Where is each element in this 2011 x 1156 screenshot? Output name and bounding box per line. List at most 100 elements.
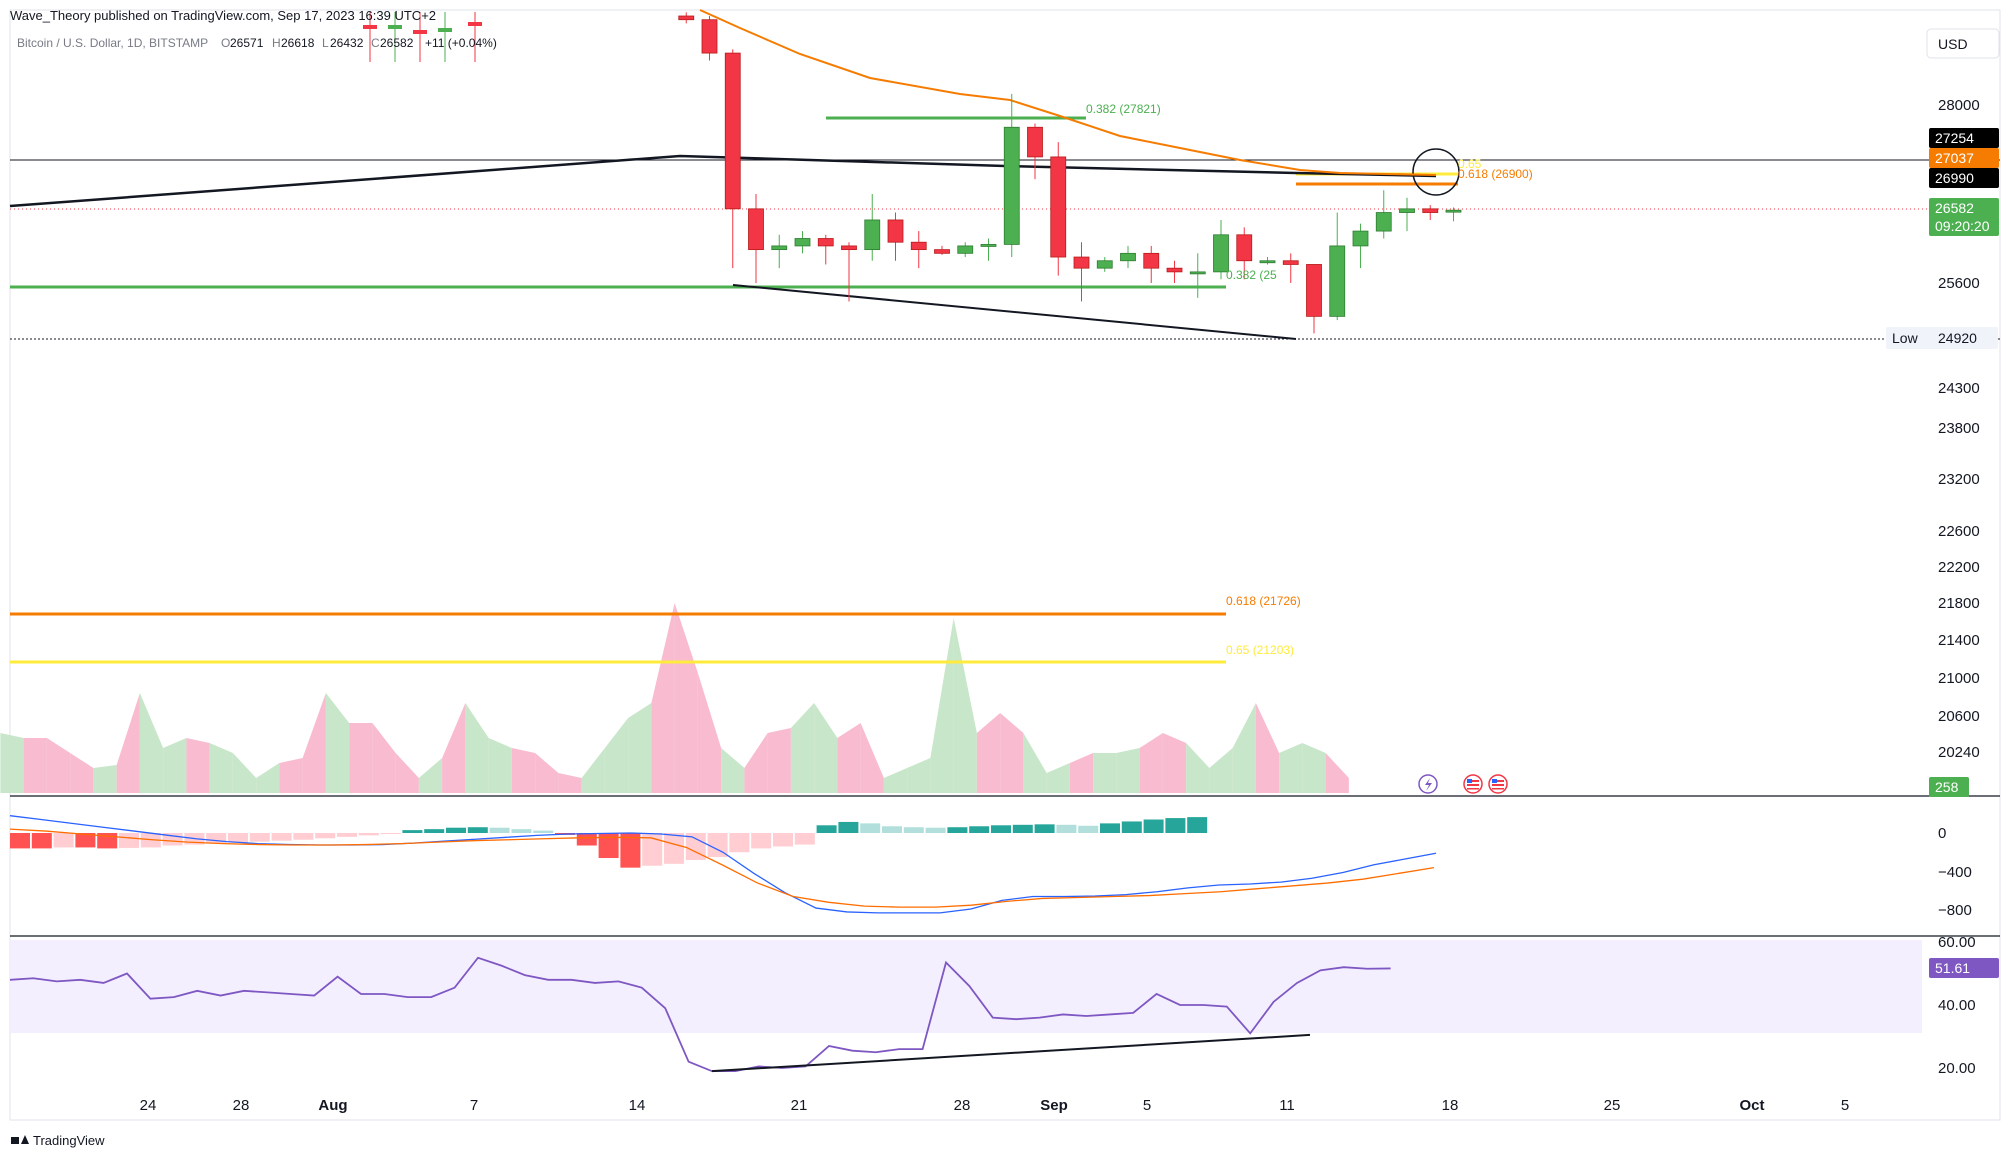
currency-button-box[interactable] xyxy=(1926,28,2000,59)
currency-button[interactable]: USD xyxy=(1938,36,1968,52)
low-label-box xyxy=(1886,327,1998,349)
macd-histogram-bar xyxy=(729,833,750,853)
candle-body xyxy=(438,28,452,32)
panel-frames xyxy=(9,9,2001,1121)
x-tick-label: 18 xyxy=(1442,1097,1459,1114)
y-tick-label: 22200 xyxy=(1938,559,1980,576)
volume-segment xyxy=(1046,763,1070,793)
macd-histogram-bar xyxy=(1034,824,1055,833)
macd-histogram-bar xyxy=(75,833,96,848)
volume-segment xyxy=(535,753,559,793)
volume-area xyxy=(0,603,1349,793)
macd-tick-label: −800 xyxy=(1938,902,1972,919)
macd-histogram-bar xyxy=(664,833,684,864)
low-value: 24920 xyxy=(1938,330,1977,346)
volume-label-box xyxy=(1929,777,1969,797)
volume-segment xyxy=(46,738,71,793)
y-tick-label: 24300 xyxy=(1938,380,1980,397)
x-axis: 24 28 Aug 7 14 21 28 Sep 5 11 18 25 Oct 5 xyxy=(140,1097,1850,1114)
macd-histogram-bar xyxy=(598,833,619,859)
macd-histogram-bar xyxy=(446,827,466,833)
volume-segment xyxy=(372,723,396,793)
volume-label: 258 xyxy=(1935,779,1959,795)
volume-segment xyxy=(790,703,815,793)
x-tick-label: 28 xyxy=(954,1097,971,1114)
candle-body xyxy=(678,15,695,21)
macd-histogram-bar xyxy=(293,833,314,840)
candle-body xyxy=(1003,126,1020,245)
macd-histogram-bar xyxy=(1078,825,1099,833)
y-tick-label: 22600 xyxy=(1938,523,1980,540)
macd-histogram-bar xyxy=(53,833,74,848)
macd-histogram-bar xyxy=(991,825,1011,833)
price-label-countdown-box xyxy=(1929,216,1999,236)
ohlc-o-value: 26571 xyxy=(230,36,264,50)
volume-segment xyxy=(953,618,977,793)
volume-segment xyxy=(930,618,954,793)
symbol-name[interactable]: Bitcoin / U.S. Dollar, 1D, BITSTAMP xyxy=(17,36,208,50)
candle-body xyxy=(841,245,857,251)
candle-body xyxy=(1422,208,1439,213)
macd-histogram-bar xyxy=(315,833,336,839)
volume-segment xyxy=(232,753,257,793)
volume-segment xyxy=(558,773,582,793)
x-tick-label: 5 xyxy=(1841,1097,1849,1114)
y-tick-label: 25600 xyxy=(1938,275,1980,292)
candle-body xyxy=(701,19,718,54)
macd-histogram-bar xyxy=(1056,824,1077,833)
macd-histogram-bar xyxy=(882,826,902,833)
rsi-tick-label: 20.00 xyxy=(1938,1060,1976,1077)
volume-segment xyxy=(1139,733,1163,793)
x-tick-label: 7 xyxy=(470,1097,478,1114)
macd-histogram-bar xyxy=(31,833,52,849)
volume-segment xyxy=(511,748,536,793)
volume-segment xyxy=(1302,743,1326,793)
y-tick-label: 21400 xyxy=(1938,632,1980,649)
macd-histogram-bar xyxy=(228,833,248,843)
ohlc-l-value: 26432 xyxy=(330,36,364,50)
candle-body xyxy=(910,241,927,251)
rsi-tick-label: 40.00 xyxy=(1938,997,1976,1014)
volume-segment xyxy=(395,753,419,793)
y-tick-label: 20600 xyxy=(1938,708,1980,725)
volume-segment xyxy=(325,693,350,793)
rsi-current-label: 51.61 xyxy=(1935,960,1970,976)
volume-segment xyxy=(907,758,931,793)
price-label-ema: 27037 xyxy=(1935,150,1974,166)
volume-segment xyxy=(1069,753,1094,793)
resistance-trendline xyxy=(9,154,1437,208)
candle-body xyxy=(1236,234,1253,262)
rsi-panel xyxy=(9,956,1391,1073)
volume-segment xyxy=(23,738,47,793)
y-tick-label: 21000 xyxy=(1938,670,1980,687)
rsi-line xyxy=(9,956,1391,1073)
candle-body xyxy=(1120,252,1136,262)
candle-body xyxy=(1189,271,1206,275)
candle-body xyxy=(1096,260,1113,269)
price-label-last: 26582 xyxy=(1935,200,1974,216)
macd-histogram-bar xyxy=(358,833,379,836)
macd-histogram-bar xyxy=(206,833,227,844)
candle-body xyxy=(980,244,997,247)
macd-histogram-bar xyxy=(402,830,423,833)
ema-curve xyxy=(699,9,1437,176)
candle-body xyxy=(1306,264,1322,317)
macd-histogram-bar xyxy=(751,833,772,849)
volume-segment xyxy=(256,763,280,793)
candle-body xyxy=(388,25,402,29)
macd-histogram-bar xyxy=(380,833,401,834)
macd-histogram-bar xyxy=(794,833,815,845)
volume-segment xyxy=(116,693,140,793)
fib-label-0618-bottom: 0.618 (21726) xyxy=(1226,594,1301,608)
candle-body xyxy=(1445,209,1462,213)
macd-tick-label: −400 xyxy=(1938,864,1972,881)
volume-segment xyxy=(1093,753,1117,793)
macd-tick-label: 0 xyxy=(1938,825,1946,842)
volume-segment xyxy=(1023,733,1047,793)
ema-line xyxy=(699,9,1437,176)
macd-histogram-bar xyxy=(620,833,641,868)
rsi-current-label-box xyxy=(1929,958,1999,978)
macd-histogram-bar xyxy=(1121,821,1142,833)
volume-segment xyxy=(302,693,326,793)
